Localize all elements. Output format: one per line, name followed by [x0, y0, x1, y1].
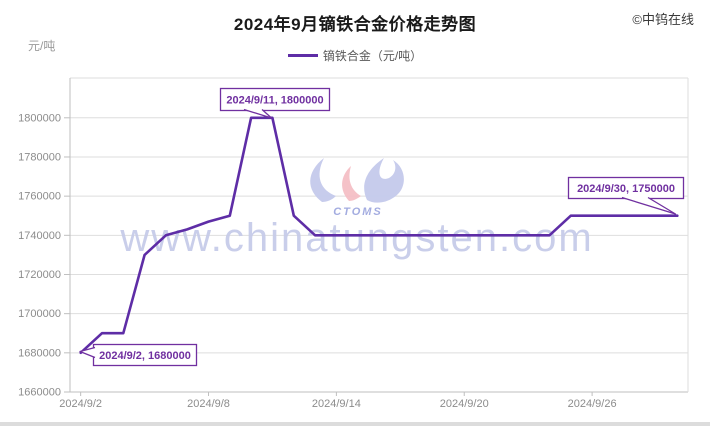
annotation-pointer: [79, 346, 96, 359]
watermark-url-text: www.chinatungsten.com: [119, 216, 593, 260]
x-axis-label: 2024/9/2: [59, 398, 102, 410]
annotation-label: 2024/9/2, 1680000: [99, 350, 191, 362]
legend-series-label: 镝铁合金（元/吨）: [322, 49, 423, 63]
annotation-pointer: [243, 108, 273, 119]
annotation-box: [219, 87, 331, 112]
annotation-pointer: [621, 196, 677, 215]
y-axis-label: 1800000: [18, 112, 61, 124]
annotation-callout: 2024/9/30, 1750000: [567, 176, 685, 215]
x-axis-label: 2024/9/20: [440, 398, 489, 410]
bottom-divider-strip: [0, 422, 710, 426]
legend-line-marker: [287, 54, 318, 57]
watermark-logo-middle-flame-icon: [342, 166, 361, 201]
y-axis-label: 1720000: [18, 269, 61, 281]
x-axis-label: 2024/9/26: [568, 398, 617, 410]
y-axis-label: 1760000: [18, 191, 61, 203]
annotation-label: 2024/9/11, 1800000: [226, 95, 323, 107]
watermark-logo-left-flame-icon: [310, 158, 336, 202]
watermark-logo-right-flame-icon: [364, 158, 404, 203]
page-title: 2024年9月镝铁合金价格走势图: [233, 15, 477, 34]
x-axis-label: 2024/9/8: [187, 398, 230, 410]
legend: 镝铁合金（元/吨）: [0, 47, 710, 64]
annotation-callout: 2024/9/2, 1680000: [79, 343, 198, 367]
price-line: [79, 116, 679, 355]
copyright-label: ©中钨在线: [632, 12, 694, 27]
y-axis-label: 1660000: [18, 387, 61, 399]
y-axis-label: 1740000: [18, 230, 61, 242]
x-axis-label: 2024/9/14: [312, 398, 361, 410]
watermark-logo-text: CTOMS: [333, 206, 383, 218]
y-axis-label: 1700000: [18, 308, 61, 320]
annotation-callout: 2024/9/11, 1800000: [219, 87, 331, 119]
annotation-label: 2024/9/30, 1750000: [577, 183, 675, 195]
y-axis-label: 1680000: [18, 347, 61, 359]
y-axis-label: 1780000: [18, 151, 61, 163]
y-axis-unit-label: 元/吨: [28, 39, 56, 53]
